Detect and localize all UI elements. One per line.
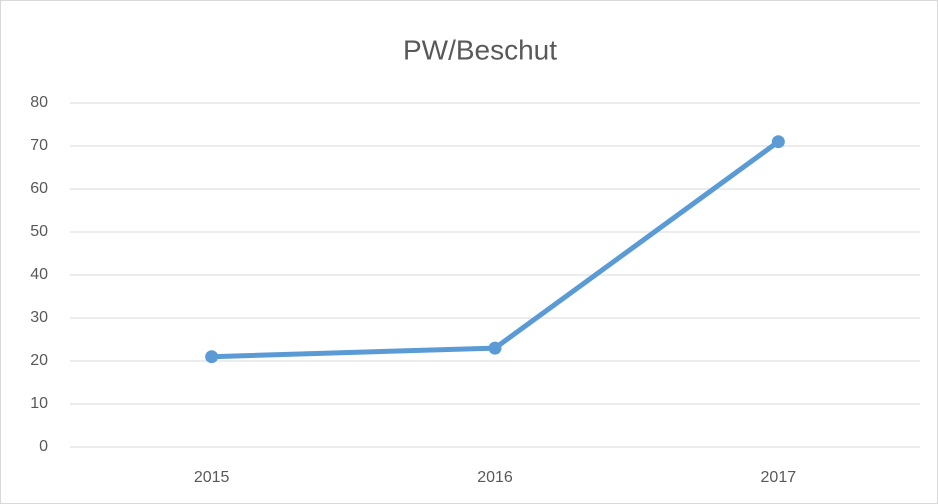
data-point <box>488 341 502 355</box>
y-tick-label: 70 <box>30 137 48 154</box>
x-tick-label: 2016 <box>477 469 513 486</box>
chart-title: PW/Beschut <box>403 34 557 65</box>
y-tick-label: 0 <box>39 438 48 455</box>
x-tick-label: 2015 <box>194 469 230 486</box>
x-tick-label: 2017 <box>761 469 797 486</box>
y-tick-label: 80 <box>30 94 48 111</box>
data-point <box>771 135 785 149</box>
y-tick-label: 60 <box>30 180 48 197</box>
y-tick-label: 30 <box>30 309 48 326</box>
y-tick-label: 50 <box>30 223 48 240</box>
y-tick-label: 20 <box>30 352 48 369</box>
y-tick-label: 10 <box>30 395 48 412</box>
y-tick-label: 40 <box>30 266 48 283</box>
data-point <box>205 350 219 364</box>
